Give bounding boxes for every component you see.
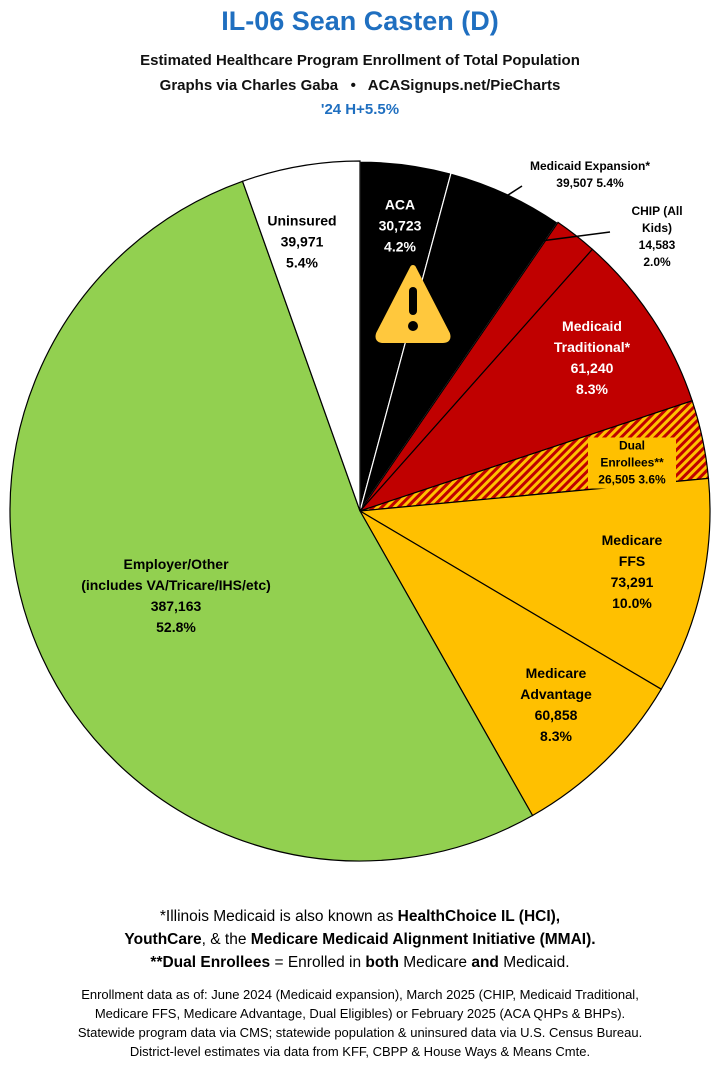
- slice-label: CHIP (All Kids) 14,583 2.0%: [626, 203, 689, 271]
- annotation: '24 H+5.5%: [320, 101, 400, 118]
- slice-values: 14,583 2.0%: [626, 237, 689, 271]
- value-label: 39,507: [556, 176, 593, 190]
- footnote-text: Medicare Medicaid Alignment Initiative (…: [250, 931, 596, 948]
- percent-label: 8.3%: [540, 728, 572, 744]
- slice-name: Medicare FFS: [601, 532, 663, 569]
- percent-label: 3.6%: [638, 472, 666, 487]
- slice-label: ACA 30,723 4.2%: [379, 195, 422, 258]
- value-label: 26,505: [598, 472, 635, 487]
- subtitle: Estimated Healthcare Program Enrollment …: [140, 52, 580, 69]
- pie-chart: [9, 160, 711, 862]
- source-line: Medicare FFS, Medicare Advantage, Dual E…: [94, 1006, 626, 1021]
- footnote-text: and: [471, 954, 499, 971]
- footnote-text: *Illinois Medicaid is also known as: [159, 908, 398, 925]
- footnote-text: YouthCare: [124, 931, 202, 948]
- slice-name: Medicare Advantage: [520, 665, 592, 702]
- source-line: District-level estimates via data from K…: [129, 1044, 591, 1059]
- footnotes: *Illinois Medicaid is also known as Heal…: [0, 905, 720, 974]
- slice-name: Uninsured: [267, 212, 337, 229]
- percent-label: 4.2%: [384, 238, 416, 255]
- value-label: 387,163: [150, 598, 202, 614]
- slice-label: Medicare Advantage 60,858 8.3%: [520, 663, 592, 747]
- percent-label: 5.4%: [286, 254, 318, 271]
- slice-name: CHIP (All Kids): [631, 204, 683, 235]
- pie-slice: [358, 248, 693, 513]
- slice-name: ACA: [384, 196, 416, 213]
- percent-label: 2.0%: [643, 255, 671, 269]
- slice-name: Dual Enrollees**: [600, 438, 664, 470]
- slice-label: Dual Enrollees** 26,505 3.6%: [588, 437, 676, 489]
- pie-slice: [241, 160, 361, 512]
- sources: Enrollment data as of: June 2024 (Medica…: [0, 985, 720, 1061]
- slice-name: Employer/Other (includes VA/Tricare/IHS/…: [81, 556, 271, 593]
- footnote-text: both: [365, 954, 399, 971]
- footnote-text: Medicare: [398, 954, 472, 971]
- footnote-text: **Dual Enrollees: [150, 954, 271, 971]
- leader-line: [487, 185, 523, 209]
- slice-label: Medicaid Expansion* 39,507 5.4%: [530, 158, 650, 192]
- footnote-text: = Enrolled in: [270, 954, 366, 971]
- slice-label: Medicaid Traditional* 61,240 8.3%: [554, 316, 630, 400]
- footnote-text: HealthChoice IL (HCI),: [397, 908, 561, 925]
- percent-label: 5.4%: [596, 176, 624, 190]
- source-line: Enrollment data as of: June 2024 (Medica…: [81, 987, 639, 1002]
- slice-values: 39,507 5.4%: [530, 175, 650, 192]
- credit: Graphs via Charles Gaba • ACASignups.net…: [159, 77, 561, 94]
- value-label: 73,291: [610, 574, 654, 590]
- leader-line: [532, 231, 611, 243]
- percent-label: 10.0%: [612, 595, 652, 611]
- slice-values: 26,505 3.6%: [591, 472, 673, 489]
- pie-slice: [358, 477, 711, 691]
- value-label: 61,240: [570, 360, 614, 376]
- slice-label: Uninsured 39,971 5.4%: [267, 211, 336, 274]
- value-label: 30,723: [378, 217, 422, 234]
- value-label: 39,971: [280, 233, 324, 250]
- slice-label: Medicare FFS 73,291 10.0%: [588, 530, 676, 614]
- percent-label: 52.8%: [156, 619, 196, 635]
- source-line: Statewide program data via CMS; statewid…: [77, 1025, 643, 1040]
- pie-slice: [9, 180, 534, 862]
- slice-label: Employer/Other (includes VA/Tricare/IHS/…: [81, 554, 271, 638]
- slice-name: Medicaid Expansion*: [529, 159, 651, 173]
- chart-title: IL-06 Sean Casten (D): [221, 6, 499, 36]
- slice-name: Medicaid Traditional*: [553, 318, 631, 355]
- footnote-line: **Dual Enrollees = Enrolled in both Medi…: [0, 951, 720, 974]
- footnote-line: *Illinois Medicaid is also known as Heal…: [0, 905, 720, 928]
- warning-icon: [375, 265, 451, 343]
- value-label: 14,583: [638, 238, 676, 252]
- footnote-line: YouthCare, & the Medicare Medicaid Align…: [0, 928, 720, 951]
- percent-label: 8.3%: [576, 381, 608, 397]
- footnote-text: , & the: [201, 931, 251, 948]
- pie-slice: [358, 509, 663, 817]
- footnote-text: Medicaid.: [498, 954, 570, 971]
- value-label: 60,858: [534, 707, 578, 723]
